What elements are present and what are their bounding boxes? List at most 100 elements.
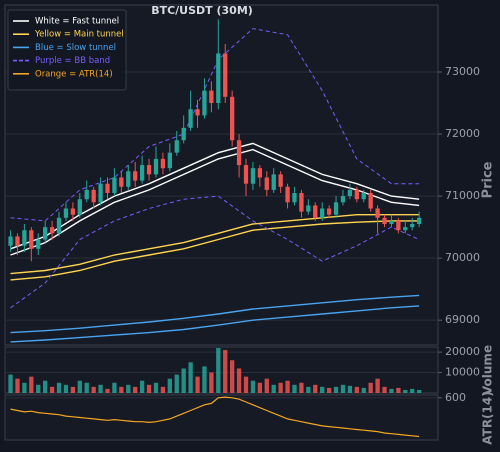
volume-bar bbox=[202, 366, 207, 393]
candle-body bbox=[403, 227, 408, 231]
volume-panel bbox=[4, 346, 439, 394]
candle-body bbox=[167, 152, 172, 169]
candle-body bbox=[36, 239, 41, 249]
volume-bar bbox=[29, 376, 34, 393]
volume-bar bbox=[368, 382, 373, 393]
volume-bar bbox=[153, 382, 159, 393]
legend: White = Fast tunnel Yellow = Main tunnel B… bbox=[7, 9, 127, 91]
volume-bar bbox=[91, 386, 96, 393]
y-tick-label: 600 bbox=[445, 391, 466, 404]
y-tick-label: 73000 bbox=[445, 65, 480, 78]
candle-body bbox=[320, 208, 325, 218]
volume-bar bbox=[417, 389, 422, 393]
candle-body bbox=[354, 189, 359, 200]
candle-body bbox=[333, 202, 339, 215]
candle-body bbox=[56, 217, 62, 234]
candle-body bbox=[160, 158, 166, 169]
volume-bar bbox=[389, 388, 394, 393]
band-line bbox=[10, 220, 420, 281]
volume-bar bbox=[84, 382, 89, 393]
candle-body bbox=[119, 177, 124, 187]
volume-bar bbox=[236, 368, 242, 393]
candle-body bbox=[84, 189, 89, 200]
volume-axis-label: Volume bbox=[481, 345, 495, 395]
candle-body bbox=[230, 96, 235, 141]
candle-body bbox=[77, 199, 82, 215]
y-tick-label: 69000 bbox=[445, 313, 480, 326]
volume-bar bbox=[119, 386, 124, 393]
volume-bar bbox=[209, 372, 214, 393]
volume-bar bbox=[105, 388, 110, 393]
candle-body bbox=[8, 236, 13, 246]
volume-bar bbox=[174, 374, 179, 393]
volume-bar bbox=[49, 386, 55, 393]
volume-bar bbox=[63, 384, 69, 393]
candle-body bbox=[410, 224, 415, 228]
legend-label: Purple = BB band bbox=[35, 56, 110, 66]
volume-bar bbox=[271, 384, 276, 393]
volume-bar bbox=[333, 386, 339, 393]
volume-bar bbox=[250, 380, 256, 393]
candle-body bbox=[417, 217, 422, 225]
volume-bar bbox=[126, 384, 131, 393]
chart-title: BTC/USDT (30M) bbox=[151, 4, 253, 17]
volume-bar bbox=[292, 384, 297, 393]
candle-body bbox=[292, 192, 297, 203]
volume-bar bbox=[326, 387, 332, 393]
volume-bar bbox=[36, 384, 41, 393]
candle-body bbox=[285, 186, 290, 203]
candle-body bbox=[209, 90, 214, 104]
candle-body bbox=[202, 90, 207, 116]
atr-line bbox=[10, 396, 420, 438]
candle-body bbox=[278, 174, 283, 187]
y-tick-label: 20000 bbox=[445, 345, 480, 358]
candle-body bbox=[340, 196, 346, 203]
candle-body bbox=[299, 192, 304, 212]
candle-body bbox=[98, 183, 103, 203]
candle-body bbox=[133, 171, 138, 181]
candle-body bbox=[139, 165, 145, 181]
candle-body bbox=[49, 227, 55, 234]
candle-body bbox=[326, 208, 332, 215]
volume-bar bbox=[396, 387, 401, 393]
volume-bar bbox=[188, 362, 193, 393]
candle-body bbox=[126, 171, 131, 187]
volume-bar bbox=[112, 382, 117, 393]
volume-bar bbox=[195, 376, 200, 393]
volume-bar bbox=[77, 380, 82, 393]
candle-body bbox=[153, 158, 159, 175]
candle-body bbox=[216, 53, 221, 104]
candle-body bbox=[91, 189, 96, 203]
volume-bar bbox=[70, 386, 76, 393]
candle-body bbox=[375, 208, 380, 218]
volume-bar bbox=[216, 348, 221, 393]
candle-body bbox=[382, 217, 387, 225]
candle-body bbox=[188, 109, 193, 128]
volume-bar bbox=[56, 382, 62, 393]
volume-bar bbox=[278, 382, 283, 393]
volume-bar bbox=[320, 386, 325, 393]
band-line bbox=[10, 214, 420, 275]
candle-body bbox=[105, 183, 110, 193]
legend-box bbox=[7, 9, 127, 91]
candle-body bbox=[70, 208, 76, 215]
volume-bar bbox=[133, 386, 138, 393]
volume-bar bbox=[375, 378, 380, 393]
y-axis-label: Price bbox=[481, 161, 496, 198]
candle-body bbox=[181, 127, 186, 141]
volume-bar bbox=[223, 350, 228, 393]
volume-bar bbox=[410, 388, 415, 393]
volume-bar bbox=[181, 368, 186, 393]
volume-bar bbox=[8, 374, 13, 393]
candle-body bbox=[112, 177, 117, 193]
candle-body bbox=[313, 205, 318, 218]
candle-body bbox=[396, 220, 401, 231]
candle-body bbox=[243, 165, 249, 184]
candle-body bbox=[236, 140, 242, 166]
candle-body bbox=[368, 192, 373, 209]
volume-bar bbox=[313, 384, 318, 393]
candle-body bbox=[223, 53, 228, 97]
volume-bar bbox=[347, 385, 353, 393]
y-tick-label: 10000 bbox=[445, 366, 480, 379]
